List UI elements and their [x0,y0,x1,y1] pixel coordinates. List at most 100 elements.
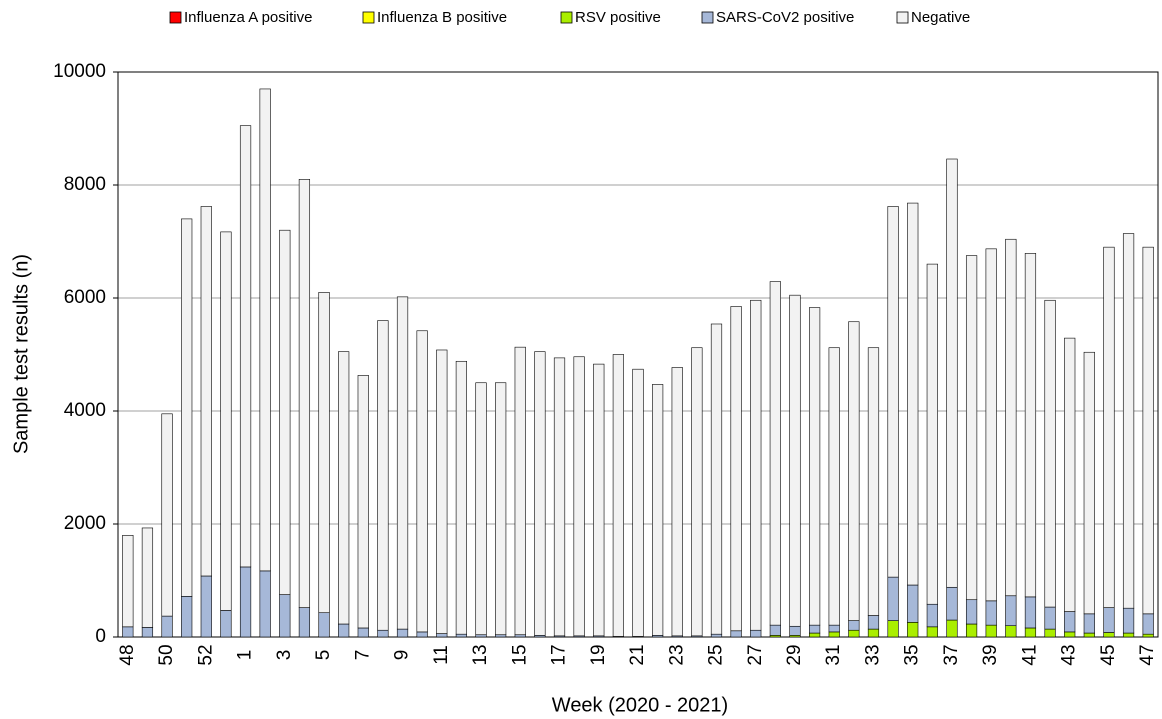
bar-segment [809,307,821,626]
bar-segment [436,633,448,638]
bar-segment [848,629,860,638]
bar-segment [455,633,467,638]
legend-label: Influenza B positive [377,9,507,26]
bar-segment [1142,246,1154,615]
bar-segment [926,626,938,638]
bar-segment [985,624,997,638]
bar-segment [848,321,860,621]
y-tick-label: 8000 [64,174,106,195]
bar-segment [1083,351,1095,615]
bar-segment [965,623,978,638]
bar-segment [887,576,899,621]
bar-segment [828,347,840,626]
bar-segment [1044,628,1056,638]
bar-segment [926,263,938,605]
x-tick-label: 39 [980,644,1001,665]
bar-segment [671,367,683,637]
bar-segment [907,622,919,638]
y-tick-label: 4000 [64,400,106,421]
x-tick-label: 33 [862,644,883,665]
bar-segment [1083,613,1095,634]
x-tick-label: 52 [195,644,216,665]
y-tick-label: 0 [95,626,106,647]
bar-segment [867,347,880,616]
legend-label: Negative [911,9,970,26]
bar-segment [867,628,880,638]
bar-segment [1083,632,1095,638]
x-tick-label: 11 [431,645,452,665]
bar-segment [730,630,742,638]
bar-segment [1024,596,1037,629]
bar-segment [1122,607,1135,634]
x-tick-label: 5 [313,650,334,661]
bar-segment [475,634,487,638]
x-tick-label: 19 [588,644,609,665]
x-tick-label: 47 [1137,644,1158,665]
bar-segment [985,600,997,626]
bar-segment [377,629,389,638]
bar-segment [455,360,467,635]
legend-swatch [896,11,909,24]
bar-segment [1064,631,1076,638]
bar-segment [1024,253,1037,598]
bar-segment [436,349,448,634]
bar-segment [259,570,271,638]
x-tick-label: 41 [1019,644,1040,665]
bar-segment [377,320,389,631]
x-tick-label: 3 [274,650,295,661]
y-tick-label: 10000 [53,61,106,82]
bar-segment [730,306,742,632]
bar-segment [534,351,546,636]
legend-label: Influenza A positive [184,9,312,26]
y-axis-title: Sample test results (n) [10,254,32,454]
bar-segment [514,634,526,638]
bar-segment [279,229,291,595]
bar-segment [769,281,781,626]
x-tick-label: 21 [627,644,648,665]
legend-swatch [560,11,573,24]
bar-segment [338,351,350,625]
bar-segment [1103,632,1115,638]
bar-segment [396,296,409,630]
bar-segment [220,610,232,638]
bar-segment [985,248,997,602]
bar-segment [809,624,821,634]
x-tick-label: 7 [352,650,373,661]
bar-segment [1122,233,1135,609]
bar-segment [809,632,821,638]
bar-segment [1024,627,1037,638]
legend-swatch [701,11,714,24]
x-tick-label: 25 [706,644,727,665]
bar-segment [848,620,860,631]
x-tick-label: 31 [823,644,844,665]
bar-segment [338,623,350,638]
x-tick-label: 29 [784,644,805,665]
bar-segment [828,631,840,638]
bar-segment [1142,633,1154,638]
bar-segment [789,294,801,627]
bar-segment [1005,238,1017,597]
x-tick-label: 43 [1059,644,1080,665]
bar-segment [1142,613,1154,635]
y-tick-label: 6000 [64,287,106,308]
bar-segment [239,566,252,638]
x-tick-label: 27 [745,644,766,665]
bar-segment [1064,611,1076,633]
bar-segment [298,179,311,608]
bar-segment [298,607,311,638]
bar-segment [769,624,781,636]
bar-segment [514,346,526,636]
legend-swatch [362,11,375,24]
x-tick-label: 50 [156,644,177,665]
bar-segment [946,619,958,638]
bar-segment [691,347,703,637]
bar-segment [220,231,232,611]
bar-segment [1044,606,1056,630]
bar-segment [750,629,762,638]
bar-segment [318,612,330,638]
bar-segment [1103,607,1115,633]
x-tick-label: 13 [470,644,491,665]
bar-segment [632,368,644,637]
bar-segment [828,624,840,633]
